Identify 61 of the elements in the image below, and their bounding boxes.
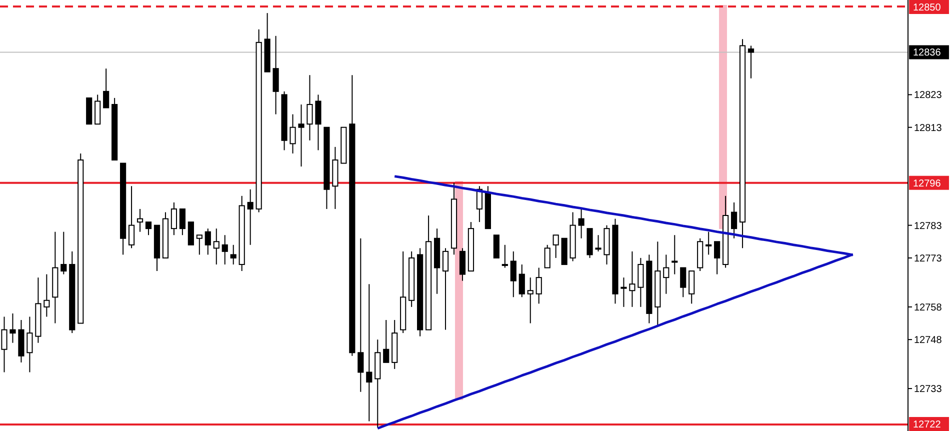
candlestick [706, 231, 712, 256]
candlestick [730, 202, 738, 239]
candlestick [578, 208, 584, 239]
candlestick [502, 244, 508, 268]
y-tick-label: 12748 [914, 335, 942, 346]
candlestick [103, 68, 110, 108]
candlestick [595, 234, 602, 252]
candlestick [552, 234, 559, 258]
candlestick [26, 316, 33, 373]
candlestick [672, 234, 678, 275]
candlestick [518, 264, 525, 298]
candlestick [629, 250, 636, 308]
ref-line-label: 12836 [913, 48, 942, 59]
ref-line-label: 12722 [913, 420, 942, 430]
candlestick [298, 104, 304, 168]
candlestick [315, 94, 322, 151]
candlestick [442, 248, 449, 330]
candlestick [290, 114, 296, 154]
candlestick [179, 208, 186, 236]
y-tick-label: 12813 [914, 122, 942, 134]
candlestick [230, 244, 236, 265]
candlestick [44, 274, 50, 318]
y-tick-label: 12823 [914, 90, 942, 102]
candlestick [748, 45, 754, 79]
candlestick [366, 284, 372, 422]
candlestick [493, 234, 500, 258]
candlestick [544, 244, 550, 268]
candlestick [145, 222, 152, 236]
candlestick [459, 248, 466, 282]
candlestick [213, 228, 220, 265]
candlestick [663, 254, 670, 294]
candlestick [536, 267, 542, 304]
ref-line-label: 12796 [913, 178, 942, 190]
candlestick [358, 238, 364, 392]
candlestick [10, 312, 16, 344]
candlestick [620, 277, 627, 308]
candlestick [247, 188, 254, 246]
candlestick [688, 270, 695, 304]
y-tick-label: 12733 [914, 384, 942, 396]
candlestick [204, 228, 211, 256]
candlestick [196, 234, 202, 256]
candlestick [222, 234, 228, 265]
candlestick [188, 222, 194, 246]
candlestick [60, 231, 67, 275]
candlestick [714, 241, 720, 275]
candlestick [306, 74, 313, 141]
ref-line-label: 12850 [913, 2, 942, 14]
candlestick [383, 319, 390, 363]
y-tick-label: 12773 [914, 253, 942, 264]
y-tick-label: 12758 [914, 302, 942, 314]
candlestick [170, 202, 178, 236]
candlestick [527, 277, 534, 324]
candlestick [272, 35, 279, 115]
candlestick [94, 94, 101, 125]
y-tick-label: 12783 [914, 220, 942, 232]
candlestick [1, 316, 8, 373]
candlestick [510, 250, 516, 298]
candlestick [128, 186, 135, 249]
candlestick [136, 208, 144, 232]
candlestick [680, 267, 686, 298]
candlestick [638, 257, 644, 308]
